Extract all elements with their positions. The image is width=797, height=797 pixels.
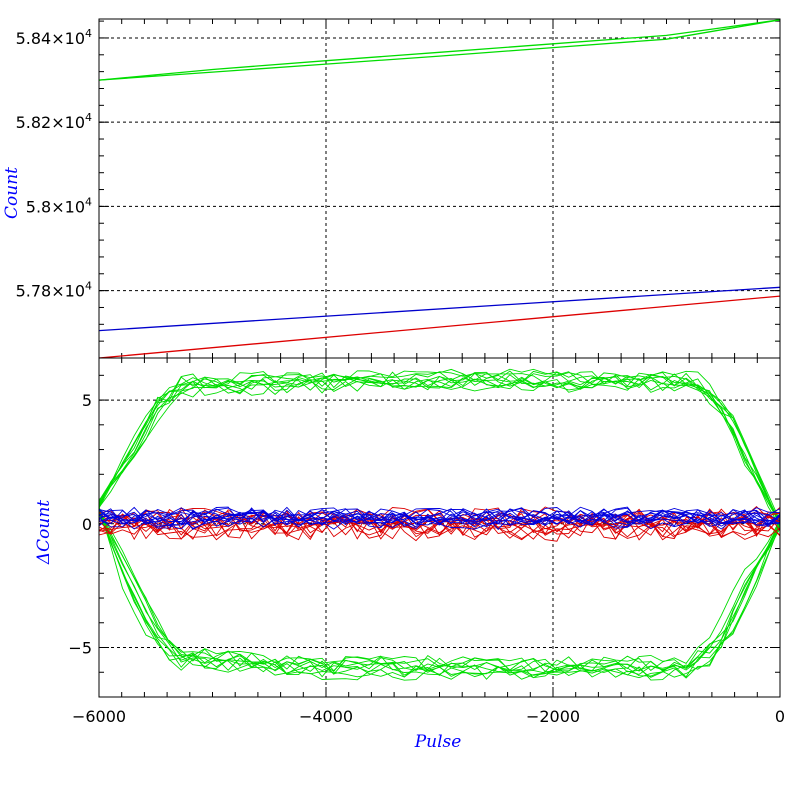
top-panel: 5.78×104 5.8×104 5.82×104 5.84×104	[16, 18, 781, 359]
bottom-series-line	[99, 514, 780, 540]
top-series-line	[98, 286, 781, 332]
top-series-line	[98, 295, 781, 359]
bottom-series-line	[99, 374, 780, 524]
top-y-tick-label: 5.78×104	[16, 280, 92, 301]
x-axis-label: Pulse	[414, 732, 462, 752]
bottom-series-line	[99, 368, 780, 521]
bottom-series-line	[99, 506, 780, 524]
bottom-series-line	[99, 378, 780, 528]
top-series-line	[98, 19, 781, 81]
top-frame	[98, 18, 781, 359]
bottom-series-line	[99, 375, 780, 526]
bottom-series-group	[99, 368, 780, 681]
bottom-series-line	[99, 507, 780, 672]
bottom-series-line	[99, 510, 780, 680]
bottom-series-line	[99, 371, 780, 523]
bottom-series-line	[99, 368, 780, 526]
bottom-series-line	[99, 505, 780, 531]
bottom-y-tick-label: −5	[68, 639, 92, 658]
bottom-panel: −5 0 5 −6000 −4000 −2000 0	[68, 357, 785, 726]
bottom-series-line	[99, 371, 780, 521]
x-tick-label: 0	[775, 707, 785, 726]
bottom-series-line	[99, 508, 780, 526]
x-tick-label: −2000	[526, 707, 580, 726]
bottom-series-line	[99, 509, 780, 527]
bottom-y-axis-label: ΔCount	[34, 500, 54, 565]
top-y-axis-label: Count	[2, 167, 22, 219]
x-tick-label: −6000	[72, 707, 126, 726]
top-y-tick-label: 5.84×104	[16, 27, 92, 48]
bottom-series-line	[99, 507, 780, 525]
bottom-series-line	[99, 508, 780, 525]
bottom-y-tick-label: 0	[82, 515, 92, 534]
bottom-series-line	[99, 510, 780, 527]
bottom-series-line	[99, 371, 780, 525]
x-tick-label: −4000	[299, 707, 353, 726]
bottom-frame	[98, 357, 781, 698]
bottom-series-line	[99, 513, 780, 681]
top-series-line	[98, 19, 781, 81]
top-y-tick-label: 5.8×104	[26, 195, 92, 216]
bottom-series-line	[99, 373, 780, 527]
bottom-y-tick-label: 5	[82, 391, 92, 410]
top-y-tick-label: 5.82×104	[16, 111, 92, 132]
bottom-series-line	[99, 511, 780, 529]
